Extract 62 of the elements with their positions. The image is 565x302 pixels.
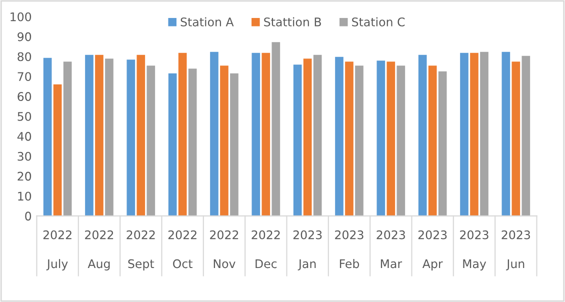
legend-label: Station A bbox=[180, 17, 234, 26]
y-tick-label: 50 bbox=[18, 112, 32, 121]
bar bbox=[43, 58, 52, 216]
bar bbox=[178, 52, 187, 216]
y-tick-label: 40 bbox=[17, 132, 32, 141]
bar bbox=[345, 62, 354, 216]
bar bbox=[210, 52, 218, 216]
category-label: 2023 Mar bbox=[376, 230, 405, 268]
bar bbox=[53, 84, 62, 216]
bar bbox=[376, 60, 386, 216]
bar bbox=[460, 52, 468, 216]
bar bbox=[168, 73, 177, 216]
bar bbox=[188, 68, 197, 216]
bar bbox=[313, 54, 322, 216]
bar bbox=[418, 54, 427, 216]
bar bbox=[146, 66, 156, 216]
bar bbox=[95, 54, 104, 216]
y-tick-label: 100 bbox=[10, 12, 32, 22]
bar bbox=[396, 66, 406, 216]
bar bbox=[220, 66, 228, 216]
category-label: 2023 Feb bbox=[335, 230, 364, 268]
category-label: 2022 Sept bbox=[126, 230, 155, 270]
bar bbox=[303, 58, 312, 216]
category-label: 2022 July bbox=[43, 230, 72, 270]
bar bbox=[470, 52, 478, 216]
bar bbox=[105, 58, 114, 216]
category-label: 2023 Apr bbox=[418, 230, 447, 270]
bar bbox=[386, 62, 396, 216]
bar bbox=[522, 56, 530, 216]
y-tick-label: 70 bbox=[18, 72, 32, 82]
bar bbox=[126, 60, 136, 216]
legend-label: Station C bbox=[352, 17, 405, 26]
category-label: 2022 Aug bbox=[85, 230, 114, 270]
y-tick-label: 80 bbox=[18, 52, 32, 62]
y-tick-label: 10 bbox=[18, 192, 32, 201]
bar bbox=[502, 52, 510, 216]
y-tick-label: 60 bbox=[18, 92, 32, 101]
bar bbox=[63, 62, 72, 216]
bar bbox=[512, 62, 520, 216]
bar bbox=[293, 64, 302, 216]
bar bbox=[480, 52, 488, 216]
category-label: 2022 Nov bbox=[210, 230, 238, 268]
category-label: 2023 Jan bbox=[293, 230, 322, 270]
bar bbox=[355, 66, 364, 216]
category-label: 2023 May bbox=[460, 230, 488, 270]
bar bbox=[438, 71, 447, 216]
y-tick-label: 90 bbox=[18, 32, 32, 42]
legend-label: Stattion B bbox=[264, 17, 321, 26]
bar bbox=[230, 73, 238, 216]
y-tick-label: 0 bbox=[25, 212, 32, 221]
bar bbox=[136, 54, 146, 216]
bar bbox=[85, 54, 94, 216]
bar bbox=[335, 56, 344, 216]
y-tick-label: 20 bbox=[18, 172, 32, 181]
category-label: 2023 Jun bbox=[502, 230, 530, 270]
y-tick-label: 30 bbox=[18, 152, 32, 161]
bar bbox=[262, 52, 270, 216]
bar bbox=[428, 66, 437, 216]
bar bbox=[272, 42, 280, 216]
category-label: 2022 Oct bbox=[168, 230, 196, 268]
bar bbox=[252, 52, 260, 216]
category-label: 2022 Dec bbox=[252, 230, 280, 268]
